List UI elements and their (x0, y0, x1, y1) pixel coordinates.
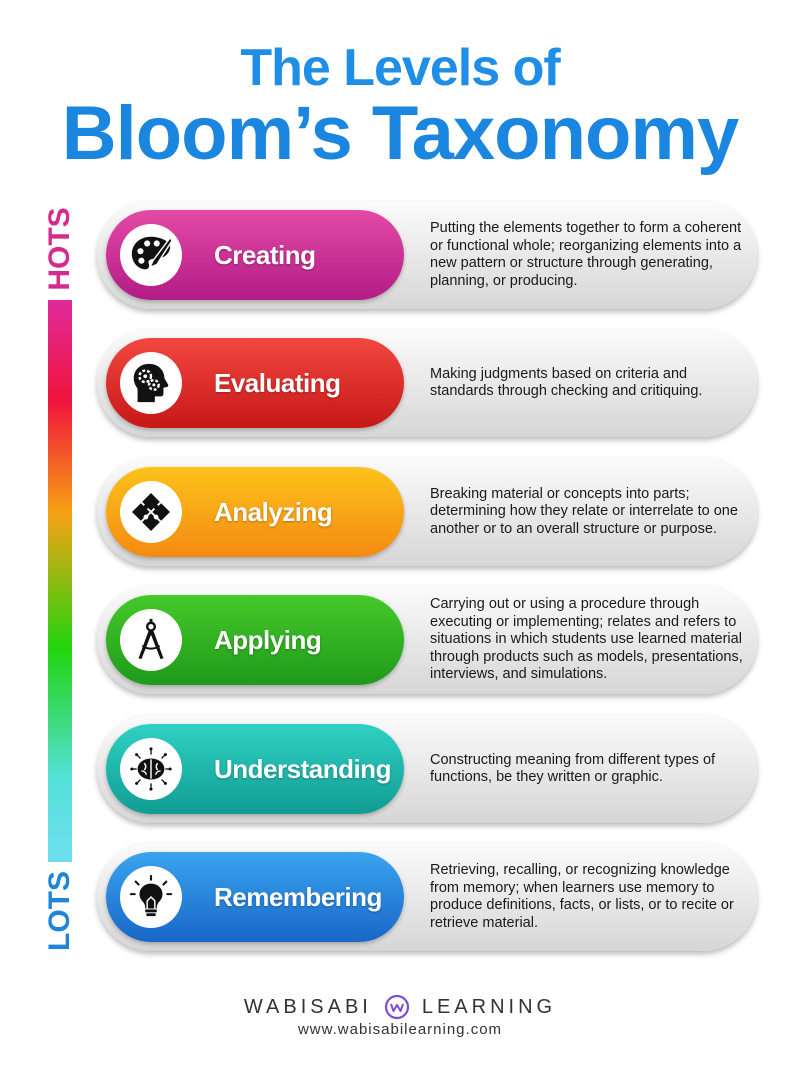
level-applying: Applying Carrying out or using a procedu… (97, 586, 757, 694)
level-pill: Analyzing (106, 467, 404, 557)
title-line-2: Bloom’s Taxonomy (61, 91, 740, 176)
footer-url[interactable]: www.wabisabilearning.com (297, 1021, 503, 1038)
title-line-1: The Levels of (240, 39, 560, 97)
level-label: Evaluating (214, 368, 341, 398)
icon-badge (120, 609, 182, 671)
level-description: Breaking material or concepts into parts… (430, 485, 738, 537)
footer-brand: WABISABI LEARNING (0, 994, 800, 1020)
level-remembering: Remembering Retrieving, recalling, or re… (97, 843, 757, 951)
level-label: Applying (214, 625, 322, 655)
lightbulb-icon (129, 874, 173, 917)
level-pill: Remembering (106, 852, 404, 942)
icon-badge (120, 352, 182, 414)
brand-left-text: WABISABI (243, 995, 372, 1018)
head-gears-icon (133, 363, 169, 403)
level-label: Creating (214, 240, 316, 270)
level-label: Remembering (214, 882, 382, 912)
level-description: Carrying out or using a procedure throug… (430, 596, 743, 683)
level-description: Retrieving, recalling, or recognizing kn… (430, 862, 734, 931)
puzzle-icon (132, 493, 170, 531)
lots-label: LOTS (43, 871, 76, 951)
level-pill: Understanding (106, 724, 404, 814)
level-description: Making judgments based on criteria and s… (430, 365, 703, 400)
icon-badge (120, 738, 182, 800)
level-label: Understanding (214, 754, 391, 784)
level-creating: Creating Putting the elements together t… (97, 201, 757, 309)
icon-badge (120, 481, 182, 543)
level-description: Putting the elements together to form a … (430, 220, 742, 289)
icon-badge (120, 866, 182, 928)
level-analyzing: Analyzing Breaking material or concepts … (97, 458, 757, 566)
wabisabi-logo-icon (384, 994, 409, 1020)
brand-right-text: LEARNING (421, 995, 557, 1018)
compass-icon (138, 618, 164, 660)
level-evaluating: Evaluating Making judgments based on cri… (97, 329, 757, 437)
level-understanding: Understanding Constructing meaning from … (97, 715, 757, 823)
thinking-order-gradient-bar (48, 300, 72, 862)
level-pill: Evaluating (106, 338, 404, 428)
brain-icon (130, 747, 172, 791)
level-label: Analyzing (214, 497, 333, 527)
lots-label-box: LOTS (30, 866, 90, 956)
hots-label: HOTS (43, 207, 76, 291)
level-pill: Creating (106, 210, 404, 300)
palette-brush-icon (131, 236, 173, 270)
hots-label-box: HOTS (30, 204, 90, 294)
icon-badge (120, 224, 182, 286)
level-description: Constructing meaning from different type… (430, 751, 716, 786)
level-pill: Applying (106, 595, 404, 685)
